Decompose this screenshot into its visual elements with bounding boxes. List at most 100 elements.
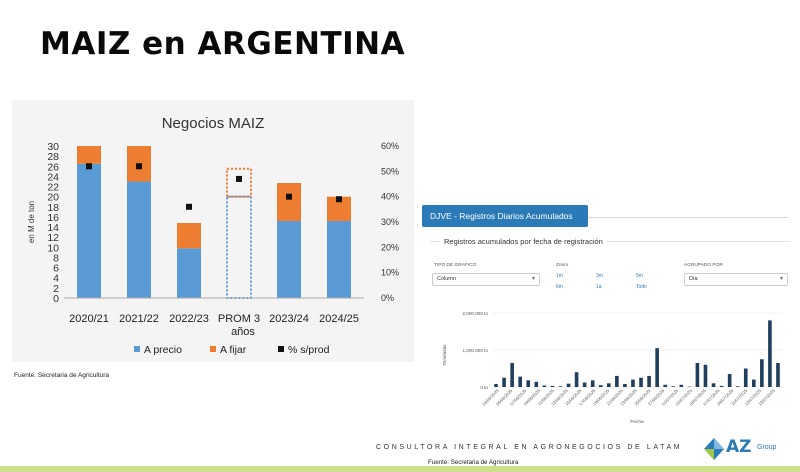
- daily-bar: [695, 362, 700, 387]
- zoom-6m[interactable]: 6m: [556, 284, 563, 290]
- zoom-5m[interactable]: 5m: [636, 273, 643, 279]
- y-tick-label: 4: [53, 273, 59, 285]
- daily-bar: [719, 385, 724, 387]
- y2-tick-label: 10%: [381, 268, 399, 278]
- x-tick-label: 2021/22: [119, 313, 159, 325]
- daily-bar: [679, 384, 684, 387]
- y-tick-label: 28: [47, 151, 59, 163]
- chart-title: Negocios MAIZ: [162, 115, 265, 132]
- daily-bar: [776, 362, 780, 387]
- daily-bar: [518, 376, 523, 387]
- bar-a-fijar: [277, 182, 301, 221]
- daily-bar: [727, 374, 732, 387]
- chevron-down-icon: ▾: [779, 276, 783, 282]
- y2-tick-label: 30%: [381, 217, 399, 227]
- chevron-down-icon: ▾: [531, 276, 535, 282]
- x-tick-label: 2020/21: [69, 313, 109, 325]
- bar-a-precio: [277, 220, 301, 298]
- daily-bar: [655, 348, 659, 387]
- zoom-label: Zoom: [556, 263, 569, 268]
- negocios-maiz-chart: Negocios MAIZ en M de ton 0 2 4 6 8 10 12 14 16 18 2…: [12, 100, 414, 362]
- daily-bar: [647, 375, 651, 387]
- daily-bar: [558, 386, 563, 387]
- pct-marker: [136, 163, 142, 170]
- chart-type-value: Column: [437, 276, 456, 282]
- bar-a-precio: [127, 181, 151, 298]
- legend-label: % s/prod: [288, 344, 330, 356]
- daily-bar: [751, 379, 756, 387]
- daily-bar: [590, 380, 595, 387]
- bar-a-precio: [177, 248, 201, 298]
- daily-bar: [598, 385, 603, 387]
- daily-bar: [534, 381, 539, 387]
- y-tick-label: 26: [47, 161, 59, 173]
- y-tick-label: 18: [47, 202, 59, 214]
- group-label: AGRUPADO POR: [684, 263, 723, 268]
- daily-bar: [768, 320, 772, 387]
- card-title: Registros acumulados por fecha de regist…: [440, 237, 607, 246]
- bottom-accent-bar: [0, 466, 800, 472]
- daily-bar: [631, 379, 635, 387]
- legend-swatch: [210, 346, 216, 352]
- daily-bar: [494, 384, 498, 387]
- bar-a-fijar: [226, 167, 252, 198]
- y-tick-label: 8: [53, 252, 59, 264]
- pct-marker: [186, 203, 192, 210]
- y-tick-label: 0: [53, 293, 59, 305]
- page-title: MAIZ en ARGENTINA: [40, 26, 406, 62]
- bar-a-precio: [77, 163, 101, 298]
- y2-tick-label: 20%: [381, 242, 399, 252]
- daily-bar: [526, 380, 531, 387]
- daily-bar: [615, 375, 619, 387]
- daily-bar: [606, 383, 611, 387]
- daily-bar: [703, 364, 708, 387]
- daily-bar: [711, 383, 716, 387]
- zoom-1m[interactable]: 1m: [556, 273, 563, 279]
- y-tick-label: 10: [47, 242, 59, 254]
- y-tick-label: 24: [47, 171, 59, 183]
- footer-source: Fuente: Secretaria de Agricultura: [428, 459, 519, 466]
- az-group-logo: AZ Group: [702, 436, 782, 462]
- dashboard-header-tab[interactable]: DJVE - Registros Diarios Acumulados: [422, 205, 588, 227]
- bar-a-fijar: [77, 146, 101, 164]
- zoom-todo[interactable]: Todo: [636, 284, 647, 290]
- daily-bar: [735, 386, 740, 387]
- daily-bar: [502, 377, 506, 387]
- left-source-note: Fuente: Secretaria de Agricultura: [14, 372, 110, 379]
- x-tick-label: PROM 3: [218, 313, 260, 325]
- y2-tick-label: 60%: [381, 141, 399, 151]
- chart-type-select[interactable]: Column ▾: [432, 273, 540, 286]
- x-tick-label: 2022/23: [169, 313, 209, 325]
- daily-bar: [542, 385, 547, 387]
- chart-type-label: TIPO DE GRAFICO: [434, 263, 477, 268]
- y2-tick-label: 0%: [381, 293, 394, 303]
- y-tick-label: 14: [47, 222, 59, 234]
- x-axis-label: Fecha: [630, 419, 644, 425]
- x-tick-label: 2024/25: [319, 313, 359, 325]
- x-tick-label: 2023/24: [269, 313, 309, 325]
- header-divider: [588, 217, 788, 218]
- legend-swatch: [278, 346, 284, 352]
- daily-bar: [639, 377, 643, 387]
- group-select[interactable]: Día ▾: [684, 273, 788, 286]
- bar-a-precio: [226, 195, 252, 299]
- y-tick-label: 0 tn: [480, 385, 488, 390]
- y-tick-label: 6: [53, 263, 59, 275]
- y-tick-label: 30: [47, 141, 59, 153]
- y-tick-label: 22: [47, 182, 59, 194]
- zoom-3m[interactable]: 3m: [596, 273, 603, 279]
- daily-bar: [623, 384, 627, 387]
- y-tick-label: 20: [47, 192, 59, 204]
- y2-tick-label: 50%: [381, 166, 399, 176]
- pct-marker: [286, 193, 292, 200]
- daily-bar: [663, 384, 668, 387]
- bar-a-fijar: [177, 223, 201, 249]
- zoom-1a[interactable]: 1a: [596, 284, 602, 290]
- logo-text: AZ: [726, 437, 752, 457]
- y-tick-label: 1,000,000 tn: [462, 348, 488, 353]
- daily-bar: [566, 383, 571, 387]
- daily-bar: [671, 386, 676, 387]
- y-axis-label: en M de ton: [27, 201, 36, 243]
- daily-bar: [582, 382, 587, 387]
- pct-marker: [236, 175, 242, 182]
